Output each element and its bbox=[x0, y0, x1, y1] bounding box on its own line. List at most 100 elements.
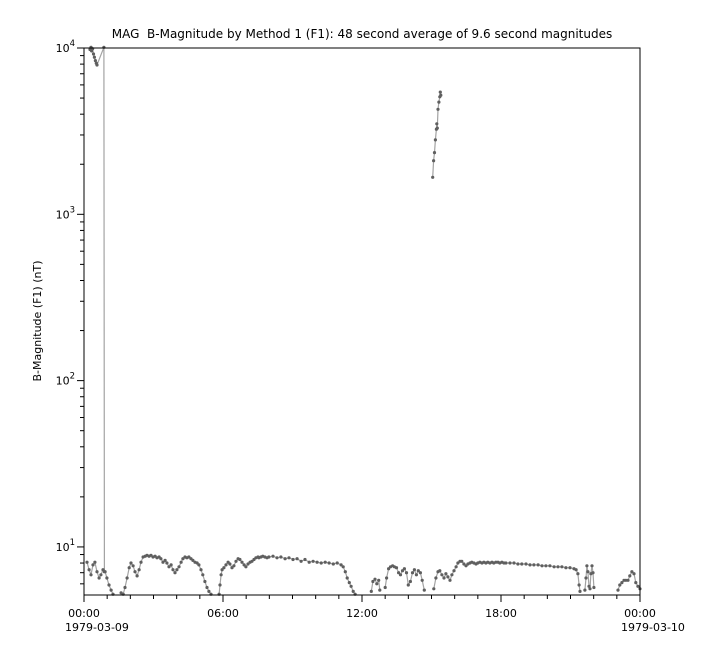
data-point bbox=[165, 561, 169, 565]
data-point bbox=[203, 579, 207, 584]
data-point bbox=[438, 90, 442, 94]
data-point bbox=[398, 573, 403, 577]
x-date-label: 1979-03-09 bbox=[65, 621, 129, 634]
data-point bbox=[406, 583, 410, 587]
data-point bbox=[246, 562, 250, 566]
data-point bbox=[377, 578, 381, 582]
data-point bbox=[634, 581, 638, 585]
data-point bbox=[444, 572, 448, 576]
data-point bbox=[129, 561, 133, 565]
data-point bbox=[408, 579, 412, 584]
data-point bbox=[163, 558, 167, 563]
y-axis-label: B-Magnitude (F1) (nT) bbox=[31, 261, 44, 382]
data-point bbox=[299, 559, 303, 563]
data-point bbox=[101, 568, 105, 572]
data-point bbox=[410, 571, 415, 575]
data-point bbox=[137, 568, 141, 572]
x-date-label: 1979-03-10 bbox=[621, 621, 685, 634]
data-point bbox=[335, 561, 339, 565]
data-point bbox=[234, 559, 238, 563]
data-point bbox=[436, 107, 440, 111]
data-point bbox=[287, 556, 291, 560]
data-point bbox=[127, 566, 131, 570]
data-point bbox=[85, 560, 89, 564]
data-point bbox=[524, 562, 528, 566]
plot-frame bbox=[83, 47, 641, 596]
data-point bbox=[628, 574, 632, 578]
data-point bbox=[414, 573, 418, 577]
x-tick-label: 00:00 bbox=[68, 607, 100, 620]
data-point bbox=[452, 569, 456, 573]
data-point bbox=[311, 559, 315, 563]
data-point bbox=[432, 587, 436, 591]
series-line-background_field bbox=[370, 578, 381, 592]
data-point bbox=[95, 570, 99, 574]
data-point bbox=[207, 589, 211, 594]
data-point bbox=[504, 561, 508, 565]
data-point bbox=[219, 573, 223, 577]
data-point bbox=[591, 571, 595, 575]
data-point bbox=[228, 562, 232, 566]
data-point bbox=[331, 562, 335, 566]
data-point bbox=[404, 571, 409, 575]
data-point bbox=[323, 560, 327, 564]
data-point bbox=[432, 151, 437, 155]
data-point bbox=[91, 563, 95, 567]
data-point bbox=[345, 576, 349, 580]
data-point bbox=[201, 573, 205, 577]
data-point bbox=[433, 138, 437, 142]
data-point bbox=[319, 561, 323, 565]
data-point bbox=[416, 569, 420, 573]
data-point bbox=[618, 583, 622, 587]
data-point bbox=[437, 100, 441, 104]
data-point bbox=[462, 562, 466, 566]
data-series bbox=[85, 45, 642, 596]
data-point bbox=[103, 570, 107, 574]
data-point bbox=[171, 568, 175, 572]
data-point bbox=[420, 578, 424, 582]
data-point bbox=[400, 569, 405, 573]
data-point bbox=[369, 589, 373, 594]
data-point bbox=[576, 572, 580, 576]
data-point bbox=[560, 565, 564, 569]
data-point bbox=[307, 560, 311, 564]
y-axis-ticks: 101 102 103 104 bbox=[56, 39, 84, 585]
data-point bbox=[95, 63, 99, 67]
data-point bbox=[291, 557, 295, 562]
data-point bbox=[131, 564, 135, 568]
x-tick-label: 18:00 bbox=[485, 607, 517, 620]
data-point bbox=[442, 576, 446, 580]
data-point bbox=[630, 570, 634, 574]
data-point bbox=[179, 560, 183, 564]
series-line-high_field_start_of_day bbox=[89, 45, 105, 572]
data-point bbox=[450, 573, 454, 577]
data-point bbox=[271, 554, 275, 558]
y-tick-label: 104 bbox=[56, 39, 75, 55]
data-point bbox=[587, 584, 591, 588]
data-point bbox=[564, 566, 568, 570]
data-point bbox=[240, 560, 244, 564]
data-point bbox=[139, 560, 143, 564]
data-point bbox=[435, 126, 439, 130]
data-point bbox=[432, 159, 436, 163]
data-point bbox=[199, 568, 203, 572]
data-point bbox=[385, 576, 389, 580]
data-point bbox=[89, 573, 93, 577]
data-point bbox=[438, 569, 442, 573]
data-point bbox=[232, 564, 236, 568]
data-point bbox=[175, 568, 179, 572]
data-point bbox=[349, 584, 353, 588]
data-point bbox=[238, 557, 242, 562]
series-line-spike_1515_UT bbox=[432, 92, 442, 178]
data-point bbox=[578, 589, 582, 594]
data-point bbox=[435, 122, 439, 126]
data-point bbox=[616, 588, 620, 592]
data-point bbox=[431, 175, 435, 179]
data-point bbox=[540, 564, 544, 568]
data-point bbox=[283, 557, 287, 561]
data-point bbox=[125, 576, 129, 580]
data-point bbox=[454, 565, 458, 569]
